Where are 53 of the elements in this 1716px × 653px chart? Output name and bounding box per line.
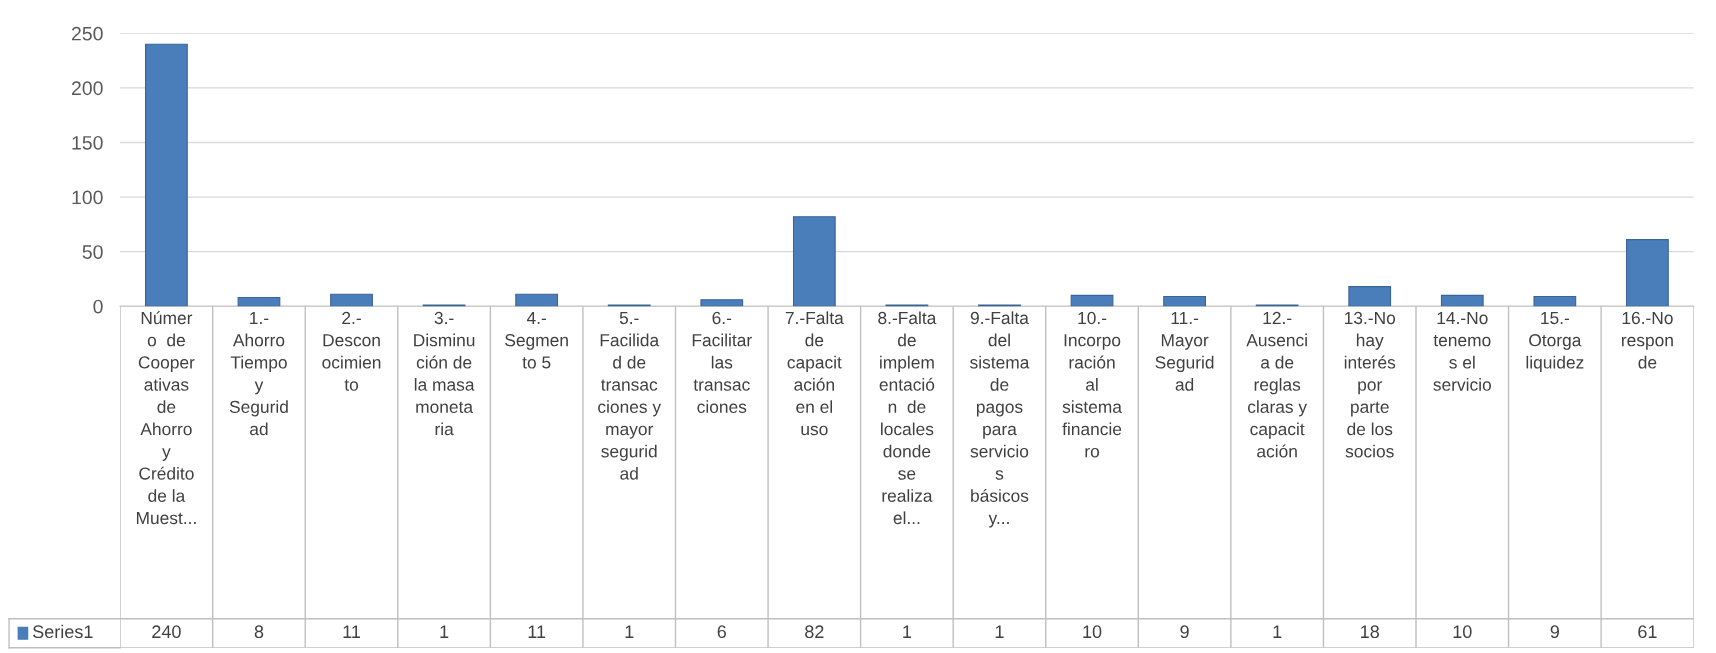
- x-tick-label: 13.-No hay interés por parte de los socios: [1344, 311, 1396, 458]
- bar: [1348, 286, 1392, 307]
- y-tick-label: 100: [72, 190, 103, 205]
- y-tick-label: 200: [71, 81, 103, 96]
- bar: [330, 293, 373, 307]
- data-label: 1: [903, 625, 912, 638]
- x-tick-label: 15.- Otorga liquidez: [1526, 312, 1584, 373]
- data-label: 1: [1273, 625, 1282, 638]
- data-label: 82: [805, 625, 824, 639]
- y-tick-label: 150: [72, 135, 103, 150]
- bar: [1070, 294, 1114, 307]
- data-label: 10: [1453, 625, 1472, 639]
- data-label: 11: [343, 625, 361, 638]
- y-tick-label: 0: [93, 299, 103, 314]
- category-label: 8.-Falta de implem entació n de locales donde se realiza el...: [878, 311, 937, 525]
- bar: [1626, 239, 1669, 307]
- x-tick-label: 10.- Incorpo ración al sistema financie ro: [1062, 311, 1122, 458]
- data-label: 8: [254, 625, 264, 639]
- x-tick-label: 2.- Descon ocimien to: [322, 311, 381, 391]
- x-tick-label: 14.-No tenemo s el servicio: [1433, 312, 1491, 391]
- x-tick-label: 6.- Facilitar las transac ciones: [692, 311, 752, 414]
- y-tick-label: 250: [71, 26, 103, 41]
- bar: [515, 293, 559, 307]
- x-tick-label: 7.-Falta de capacit ación en el uso: [785, 311, 844, 436]
- data-label: 6: [717, 625, 727, 639]
- x-tick-label: 1.- Ahorro Tiempo y Segurid ad: [229, 312, 288, 436]
- data-label: 240: [152, 625, 181, 639]
- y-tick-label: 50: [82, 245, 103, 259]
- bar: [145, 43, 188, 307]
- bar: [1163, 295, 1206, 307]
- x-tick-label: 3.- Disminu ción de la masa moneta ria: [414, 311, 475, 436]
- x-tick-label: 12.- Ausenci a de reglas claras y capacit ación: [1246, 311, 1308, 458]
- bar: [700, 299, 744, 307]
- x-tick-label: 5.- Facilida d de transac ciones y mayor segurid ad: [598, 312, 662, 480]
- bar: [1533, 295, 1577, 307]
- data-label: 9: [1180, 625, 1189, 639]
- legend-label: Series1: [33, 624, 93, 639]
- data-label: 9: [1550, 625, 1560, 639]
- x-tick-label: 4.- Segmen to 5: [505, 312, 568, 369]
- category-label: 9.-Falta del sistema de pagos para servicio s básicos y...: [970, 311, 1030, 528]
- bar: [1440, 294, 1484, 307]
- bar: [792, 216, 836, 307]
- data-label: 1: [995, 625, 1004, 638]
- data-label: 1: [440, 625, 449, 638]
- data-label: 18: [1361, 625, 1379, 639]
- x-tick-label: 16.-No respon de: [1622, 311, 1673, 369]
- category-label: Númer o de Cooper ativas de Ahorro y Crédito de la Muest...: [136, 311, 196, 525]
- data-label: 10: [1083, 625, 1102, 639]
- data-label: 1: [625, 625, 634, 638]
- bar: [237, 296, 281, 307]
- x-tick-label: 11.- Mayor Segurid ad: [1155, 312, 1214, 391]
- data-label: 11: [528, 625, 546, 638]
- data-label: 61: [1638, 625, 1657, 639]
